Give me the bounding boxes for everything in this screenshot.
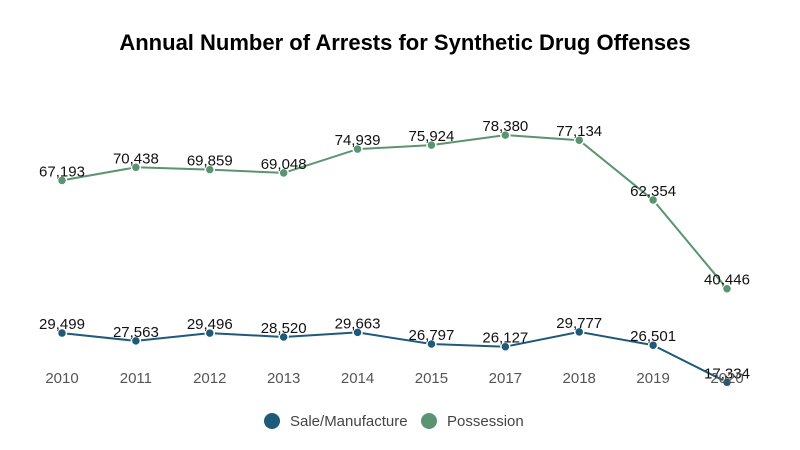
data-point-possession-2018[interactable]	[573, 134, 585, 146]
data-label-possession-2013: 69,048	[261, 156, 307, 173]
data-label-sale-manufacture-2019: 26,501	[630, 328, 676, 345]
data-point-possession-2019[interactable]	[647, 194, 659, 206]
legend-marker-sale-manufacture	[264, 413, 280, 429]
data-label-sale-manufacture-2015: 26,797	[408, 327, 454, 344]
x-axis: 2010 2011 2012 2013 2014 2015 2017 2018 2019 2020	[45, 370, 743, 387]
x-tick-label-2012: 2012	[193, 370, 226, 387]
data-point-possession-2012[interactable]	[204, 164, 216, 175]
data-label-possession-2018: 77,134	[556, 123, 602, 140]
data-point-possession-2011[interactable]	[130, 162, 142, 173]
data-point-possession-2010[interactable]	[56, 175, 68, 186]
data-point-possession-2015[interactable]	[426, 139, 437, 151]
data-point-possession-2017[interactable]	[500, 129, 511, 141]
chart-title: Annual Number of Arrests for Synthetic D…	[119, 30, 690, 55]
data-point-sale-manufacture-2020[interactable]	[721, 377, 733, 388]
data-label-sale-manufacture-2014: 29,663	[335, 315, 381, 332]
data-label-possession-2010: 67,193	[39, 163, 85, 180]
data-point-sale-manufacture-2014[interactable]	[352, 327, 363, 338]
data-label-sale-manufacture-2017: 26,127	[482, 330, 528, 347]
x-tick-label-2011: 2011	[120, 370, 152, 387]
legend-item-possession[interactable]: Possession	[421, 413, 524, 430]
x-tick-label-2015: 2015	[415, 370, 448, 387]
legend-label-sale-manufacture: Sale/Manufacture	[290, 413, 408, 430]
data-label-possession-2014: 74,939	[335, 132, 381, 149]
data-point-sale-manufacture-2019[interactable]	[647, 339, 659, 351]
data-point-sale-manufacture-2018[interactable]	[573, 326, 585, 338]
x-tick-label-2020: 2020	[710, 370, 743, 387]
data-point-sale-manufacture-2013[interactable]	[278, 331, 289, 343]
series-layer	[56, 129, 733, 388]
series-line-sale-manufacture	[61, 330, 728, 384]
data-label-sale-manufacture-2011: 27,563	[113, 324, 159, 341]
data-label-possession-2020: 40,446	[704, 272, 750, 289]
x-tick-label-2014: 2014	[341, 370, 374, 387]
data-point-possession-2020[interactable]	[721, 283, 733, 294]
data-label-sale-manufacture-2010: 29,499	[39, 316, 85, 333]
legend: Sale/Manufacture Possession	[264, 413, 524, 430]
data-point-sale-manufacture-2012[interactable]	[204, 327, 216, 339]
data-label-sale-manufacture-2013: 28,520	[261, 320, 307, 337]
data-label-possession-2015: 75,924	[408, 128, 454, 145]
data-label-sale-manufacture-2012: 29,496	[187, 316, 233, 333]
x-tick-label-2010: 2010	[45, 370, 78, 387]
data-label-possession-2012: 69,859	[187, 153, 233, 170]
x-tick-label-2013: 2013	[267, 370, 300, 387]
data-label-sale-manufacture-2020: 17,334	[704, 365, 750, 382]
data-label-possession-2019: 62,354	[630, 183, 676, 200]
data-point-possession-2014[interactable]	[352, 143, 363, 155]
data-label-sale-manufacture-2018: 29,777	[556, 315, 602, 332]
x-tick-label-2018: 2018	[563, 370, 596, 387]
x-tick-label-2017: 2017	[489, 370, 522, 387]
legend-item-sale-manufacture[interactable]: Sale/Manufacture	[264, 413, 408, 430]
series-line-possession	[61, 134, 728, 290]
x-tick-label-2019: 2019	[636, 370, 669, 387]
data-point-sale-manufacture-2017[interactable]	[500, 341, 511, 352]
data-label-possession-2017: 78,380	[482, 118, 528, 135]
data-point-sale-manufacture-2015[interactable]	[426, 338, 437, 350]
data-point-possession-2013[interactable]	[278, 167, 289, 179]
data-label-layer: 29,499 27,563 29,496 28,520 29,663 26,797 26,1…	[39, 118, 750, 382]
legend-marker-possession	[421, 413, 437, 429]
data-label-possession-2011: 70,438	[113, 150, 159, 167]
data-point-sale-manufacture-2011[interactable]	[130, 335, 142, 347]
data-point-sale-manufacture-2010[interactable]	[56, 327, 68, 339]
legend-label-possession: Possession	[447, 413, 524, 430]
